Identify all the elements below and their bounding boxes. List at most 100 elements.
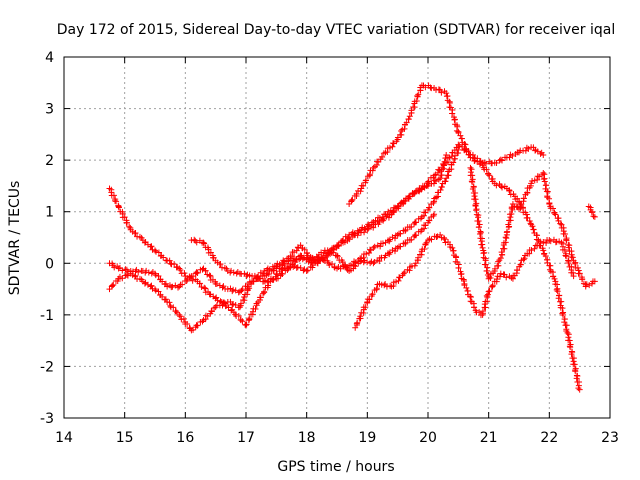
data-point xyxy=(123,271,130,278)
data-point xyxy=(416,188,423,195)
data-point xyxy=(464,287,471,294)
data-point xyxy=(194,322,201,329)
data-point xyxy=(364,259,371,266)
data-point xyxy=(508,204,515,211)
data-point xyxy=(370,244,377,251)
data-point xyxy=(558,298,565,305)
data-point xyxy=(183,277,190,284)
data-point xyxy=(317,256,324,263)
series-track-4 xyxy=(188,141,547,285)
data-point xyxy=(422,209,429,216)
data-point xyxy=(450,159,457,166)
data-point xyxy=(121,214,128,221)
data-point xyxy=(346,231,353,238)
data-point xyxy=(362,304,369,311)
data-point xyxy=(243,321,250,328)
data-point xyxy=(570,269,577,276)
data-point xyxy=(469,178,476,185)
data-point xyxy=(141,280,148,287)
data-point xyxy=(207,249,214,256)
data-point xyxy=(132,230,139,237)
data-point xyxy=(475,214,482,221)
data-point xyxy=(572,260,579,267)
data-point xyxy=(257,269,264,276)
data-point xyxy=(467,293,474,300)
data-point xyxy=(591,213,598,220)
data-point xyxy=(422,222,429,229)
data-point xyxy=(566,337,573,344)
data-point xyxy=(308,259,315,266)
data-point xyxy=(191,236,198,243)
data-point xyxy=(477,229,484,236)
data-point xyxy=(206,272,213,279)
data-point xyxy=(376,258,383,265)
data-point xyxy=(571,361,578,368)
data-point xyxy=(351,262,358,269)
data-point xyxy=(155,249,162,256)
data-point xyxy=(257,294,264,301)
data-point xyxy=(503,235,510,242)
chart-title: Day 172 of 2015, Sidereal Day-to-day VTE… xyxy=(57,22,615,38)
data-point xyxy=(437,175,444,182)
data-point xyxy=(555,295,562,302)
data-point xyxy=(589,209,596,216)
data-point xyxy=(304,267,311,274)
data-point xyxy=(483,267,490,274)
data-point xyxy=(384,211,391,218)
data-point xyxy=(115,204,122,211)
data-point xyxy=(153,248,160,255)
data-point xyxy=(434,233,441,240)
data-point xyxy=(474,158,481,165)
data-point xyxy=(534,148,541,155)
data-point xyxy=(324,252,331,259)
data-point xyxy=(482,304,489,311)
y-tick-label: 4 xyxy=(45,50,54,66)
x-axis-title: GPS time / hours xyxy=(277,459,394,475)
data-point xyxy=(225,304,232,311)
data-point xyxy=(458,135,465,142)
data-point xyxy=(568,351,575,358)
data-point xyxy=(499,157,506,164)
data-point xyxy=(177,313,184,320)
data-point xyxy=(552,211,559,218)
data-point xyxy=(408,236,415,243)
data-point xyxy=(573,375,580,382)
x-tick-label: 15 xyxy=(116,430,134,446)
data-point xyxy=(229,288,236,295)
data-point xyxy=(119,267,126,274)
data-point xyxy=(112,197,119,204)
data-point xyxy=(591,278,598,285)
data-point xyxy=(198,284,205,291)
data-point xyxy=(397,243,404,250)
y-tick-label: -1 xyxy=(40,308,54,324)
data-point xyxy=(175,284,182,291)
data-point xyxy=(172,308,179,315)
data-point xyxy=(443,151,450,158)
data-point xyxy=(199,266,206,273)
data-point xyxy=(379,214,386,221)
data-point xyxy=(574,264,581,271)
data-point xyxy=(472,196,479,203)
data-point xyxy=(274,271,281,278)
data-point xyxy=(370,224,377,231)
data-point xyxy=(506,154,513,161)
data-point xyxy=(455,141,462,148)
data-point xyxy=(542,252,549,259)
data-point xyxy=(412,232,419,239)
data-point xyxy=(293,247,300,254)
data-point xyxy=(569,254,576,261)
x-tick-label: 18 xyxy=(298,430,316,446)
data-point xyxy=(391,248,398,255)
x-tick-label: 19 xyxy=(358,430,376,446)
data-point xyxy=(483,166,490,173)
data-point xyxy=(243,322,249,329)
data-point xyxy=(366,171,373,178)
data-point xyxy=(529,223,536,230)
data-point xyxy=(314,259,321,266)
data-point xyxy=(184,320,191,327)
data-point xyxy=(422,241,429,248)
data-point xyxy=(177,267,184,274)
y-axis-title: SDTVAR / TECUs xyxy=(7,181,23,296)
data-point xyxy=(224,286,231,293)
data-point xyxy=(463,284,470,291)
